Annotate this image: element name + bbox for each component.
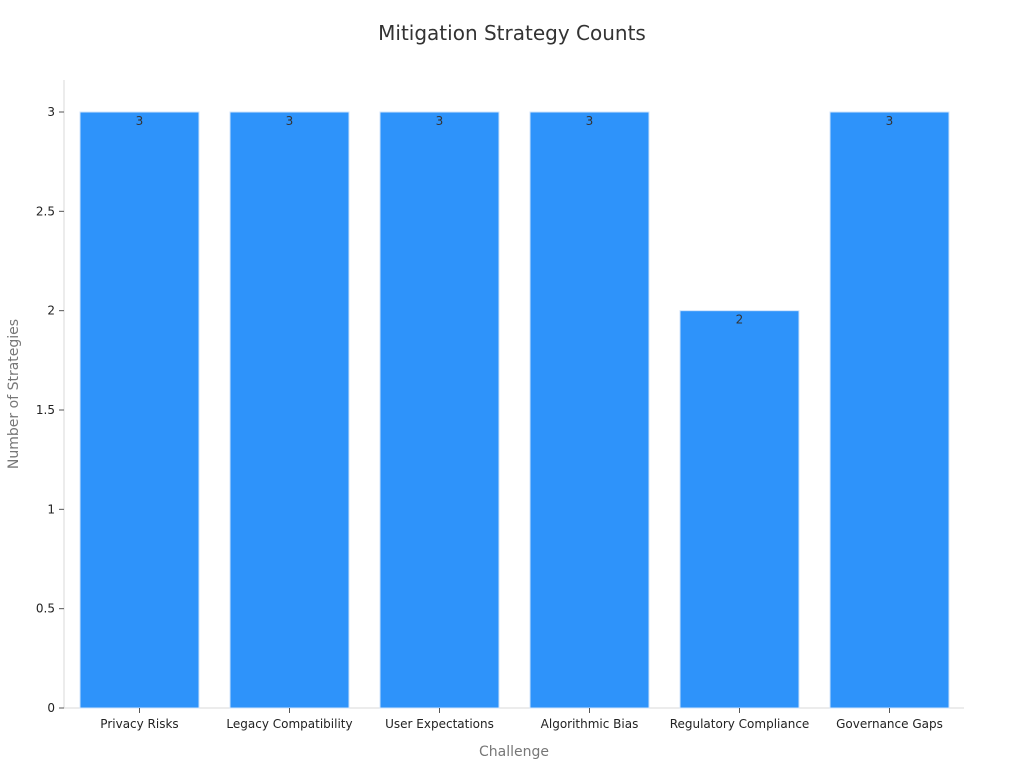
bar-value-label: 2 bbox=[736, 313, 744, 327]
bar-value-label: 3 bbox=[886, 114, 894, 128]
y-tick-label: 1.5 bbox=[36, 403, 55, 417]
x-axis-title: Challenge bbox=[479, 744, 549, 760]
y-tick-label: 0 bbox=[47, 701, 55, 715]
y-tick-label: 3 bbox=[47, 105, 55, 119]
bar-value-label: 3 bbox=[586, 114, 594, 128]
x-tick-label: Legacy Compatibility bbox=[226, 717, 352, 731]
bar-value-label: 3 bbox=[436, 114, 444, 128]
bar bbox=[529, 111, 650, 709]
chart-title: Mitigation Strategy Counts bbox=[378, 21, 646, 45]
bar bbox=[829, 111, 950, 709]
bar-series: 3 3 3 3 2 3 bbox=[79, 111, 950, 709]
x-tick-label: Privacy Risks bbox=[100, 717, 178, 731]
x-tick-label: Regulatory Compliance bbox=[670, 717, 810, 731]
y-tick-label: 2 bbox=[47, 304, 55, 318]
y-axis-title: Number of Strategies bbox=[6, 319, 22, 469]
bar bbox=[79, 111, 200, 709]
bar bbox=[679, 310, 800, 709]
y-tick-label: 0.5 bbox=[36, 602, 55, 616]
y-tick-label: 2.5 bbox=[36, 204, 55, 218]
x-tick-label: Algorithmic Bias bbox=[541, 717, 639, 731]
y-tick-label: 1 bbox=[47, 502, 55, 516]
bar-value-label: 3 bbox=[136, 114, 144, 128]
x-tick-label: User Expectations bbox=[385, 717, 494, 731]
bar bbox=[229, 111, 350, 709]
bar-value-label: 3 bbox=[286, 114, 294, 128]
y-axis: 0 0.5 1 1.5 2 2.5 3 bbox=[36, 105, 64, 715]
x-axis: Privacy Risks Legacy Compatibility User Ex… bbox=[100, 708, 943, 731]
x-tick-label: Governance Gaps bbox=[836, 717, 943, 731]
bar bbox=[379, 111, 500, 709]
